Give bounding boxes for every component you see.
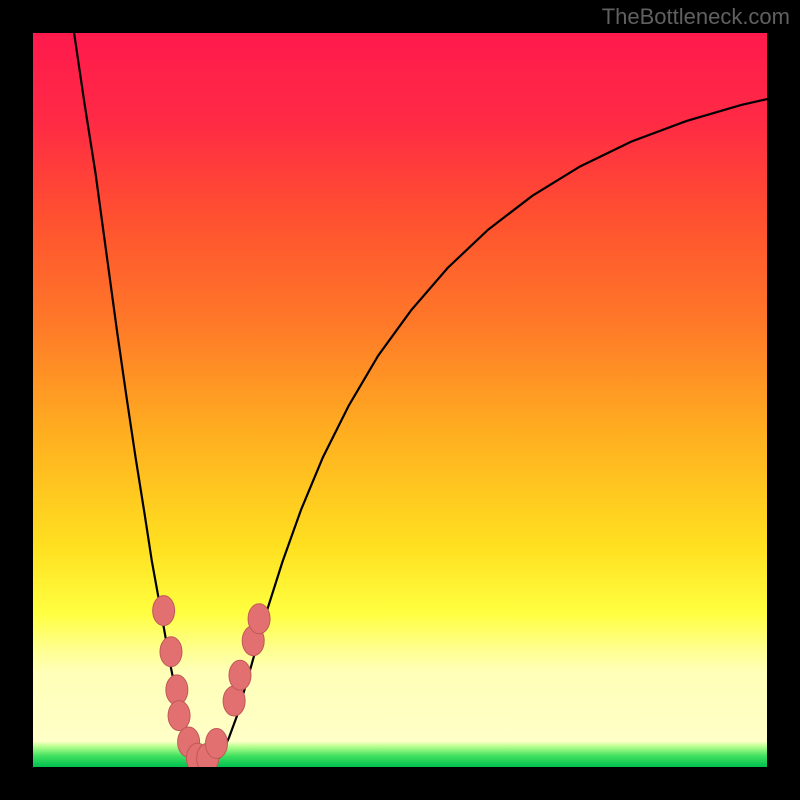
data-marker (248, 604, 270, 634)
chart-container: TheBottleneck.com (0, 0, 800, 800)
gradient-background (33, 33, 767, 767)
data-marker (168, 701, 190, 731)
chart-svg (33, 33, 767, 767)
data-marker (153, 596, 175, 626)
watermark-text: TheBottleneck.com (602, 4, 790, 30)
data-marker (206, 729, 228, 759)
plot-area (33, 33, 767, 767)
data-marker (160, 637, 182, 667)
data-marker (229, 660, 251, 690)
